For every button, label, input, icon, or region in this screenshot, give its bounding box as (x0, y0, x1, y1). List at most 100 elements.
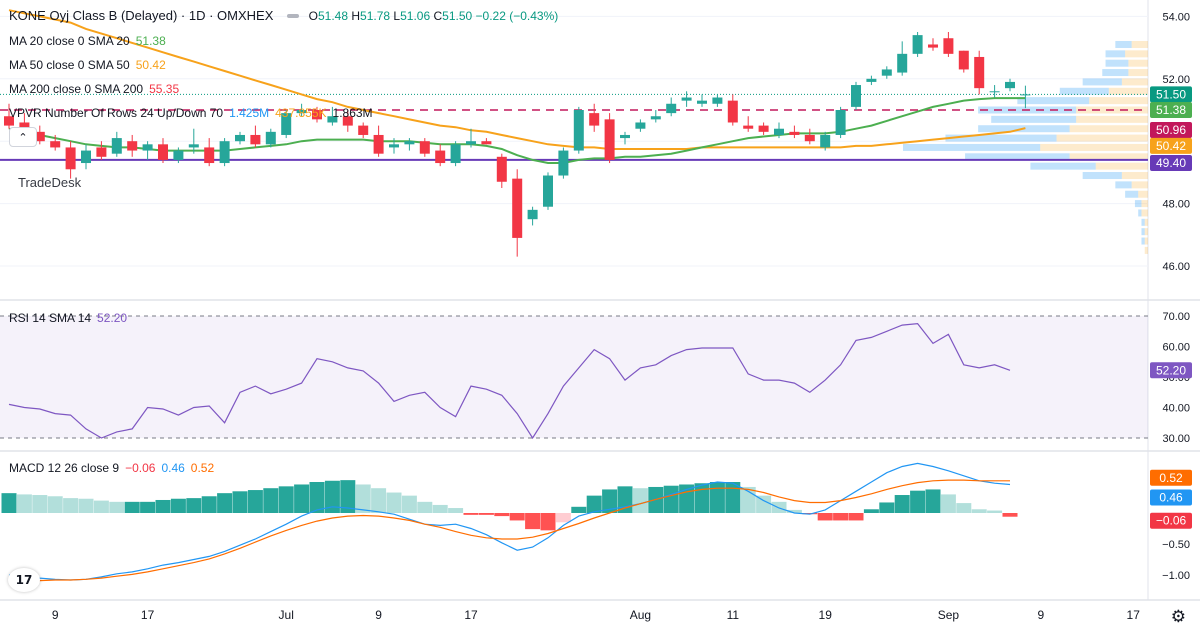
macd-histogram-bar (494, 513, 510, 517)
low-label: L (393, 9, 401, 23)
price-badge (1150, 102, 1192, 118)
candle-body (943, 38, 954, 54)
rsi-value: 52.20 (97, 311, 128, 325)
vpvr-up-bar (1082, 78, 1122, 86)
macd-histogram-bar (217, 493, 233, 513)
rsi-tick-label: 40.00 (1162, 403, 1190, 415)
vpvr-down-bar (1144, 218, 1148, 226)
candle-body (774, 128, 784, 135)
candle-body (928, 44, 938, 48)
macd-histogram-bar (879, 502, 895, 513)
price-badge (1150, 137, 1192, 154)
high-value: 51.78 (360, 9, 391, 23)
macd-histogram-bar (679, 484, 695, 513)
time-tick-label: 9 (52, 608, 59, 622)
macd-histogram-bar (232, 491, 248, 513)
macd-histogram-bar (186, 498, 202, 513)
visibility-icon[interactable] (287, 13, 300, 18)
change-value: −0.22 (−0.43%) (475, 9, 559, 23)
vpvr-down-bar (1125, 50, 1148, 58)
macd-histogram-bar (694, 483, 710, 513)
price-badge-label: 51.38 (1156, 103, 1186, 117)
macd-histogram-bar (894, 495, 910, 513)
macd-badge (1150, 512, 1192, 529)
candle-body (312, 110, 322, 120)
candle-body (989, 91, 1000, 93)
symbol-title[interactable]: KONE Oyj Class B (Delayed) · 1D · OMXHEX (9, 8, 274, 23)
gear-icon[interactable]: ⚙ (1170, 607, 1186, 626)
vpvr-up-bar (1141, 237, 1145, 245)
candle-body (450, 144, 461, 164)
collapse-legend-button[interactable]: ⌃ (9, 127, 37, 147)
macd-histogram-bar (910, 490, 926, 513)
macd-histogram-bar (586, 495, 602, 513)
time-tick-label: Aug (630, 608, 651, 622)
vpvr-label: VPVR Number Of Rows 24 Up/Down 70 (9, 106, 224, 120)
macd-histogram-bar (863, 509, 879, 513)
tradingview-logo-icon[interactable]: 17 (8, 568, 40, 592)
macd-histogram-bar (78, 498, 94, 513)
candle-body (265, 131, 276, 145)
vpvr-up-bar (1030, 162, 1096, 170)
vpvr-down-bar (1144, 246, 1148, 254)
candle-body (4, 116, 14, 126)
time-tick-label: Sep (938, 608, 960, 622)
ma50-line (8, 9, 1026, 150)
candle-body (358, 125, 369, 135)
rsi-badge (1150, 362, 1192, 379)
candle-body (912, 35, 923, 54)
candle-body (681, 97, 692, 101)
ma200-label: MA 200 close 0 SMA 200 (9, 82, 144, 96)
macd-histogram-bar (448, 508, 464, 513)
price-tick-label: 52.00 (1162, 74, 1190, 86)
time-tick-label: 17 (464, 608, 478, 622)
legend-macd[interactable]: MACD 12 26 close 9 −0.06 0.46 0.52 (9, 461, 214, 475)
vpvr-value-1: 1.425M (229, 106, 270, 120)
price-tick-label: 48.00 (1162, 199, 1190, 211)
rsi-tick-label: 60.00 (1162, 342, 1190, 354)
vpvr-down-bar (1108, 87, 1148, 95)
macd-histogram-bar (93, 500, 109, 513)
legend-rsi[interactable]: RSI 14 SMA 14 52.20 (9, 311, 127, 325)
vpvr-value-2: 437.855K (275, 106, 327, 120)
candle-body (373, 134, 384, 154)
macd-histogram-bar (1002, 513, 1018, 517)
candle-body (342, 116, 353, 126)
vpvr-down-bar (1138, 190, 1148, 198)
price-badge (1150, 86, 1192, 103)
macd-histogram-bar (294, 484, 310, 513)
candle-body (866, 78, 877, 82)
macd-histogram-bar (170, 498, 186, 513)
vpvr-up-bar (1141, 228, 1145, 236)
time-tick-label: 11 (727, 608, 740, 622)
candle-body (34, 131, 45, 142)
macd-histogram-bar (971, 509, 987, 513)
macd-badge (1150, 489, 1192, 506)
candle-body (543, 175, 553, 207)
candle-body (65, 147, 76, 170)
macd-histogram-bar (817, 513, 833, 521)
vpvr-up-bar (903, 143, 1041, 151)
candle-body (558, 150, 569, 176)
macd-histogram-bar (247, 490, 263, 513)
vpvr-up-bar (1115, 181, 1132, 189)
vpvr-down-bar (1069, 153, 1148, 161)
macd-histogram-bar (725, 482, 741, 513)
legend-ma50[interactable]: MA 50 close 0 SMA 50 50.42 (9, 58, 166, 72)
legend-ma200[interactable]: MA 200 close 0 SMA 200 55.35 (9, 82, 179, 96)
legend-vpvr[interactable]: VPVR Number Of Rows 24 Up/Down 70 1.425M 4… (9, 106, 373, 120)
ma20-label: MA 20 close 0 SMA 20 (9, 34, 130, 48)
vpvr-down-bar (1128, 69, 1148, 77)
macd-histogram-bar (663, 485, 679, 513)
macd-histogram-bar (786, 509, 802, 513)
macd-line (8, 462, 1011, 581)
legend-ma20[interactable]: MA 20 close 0 SMA 20 51.38 (9, 34, 166, 48)
macd-histogram-bar (278, 486, 294, 513)
open-label: O (308, 9, 318, 23)
macd-histogram-bar (263, 488, 279, 513)
vpvr-down-bar (1121, 172, 1148, 180)
macd-histogram-bar (140, 501, 156, 513)
candle-body (173, 150, 184, 160)
macd-histogram-bar (540, 513, 556, 531)
